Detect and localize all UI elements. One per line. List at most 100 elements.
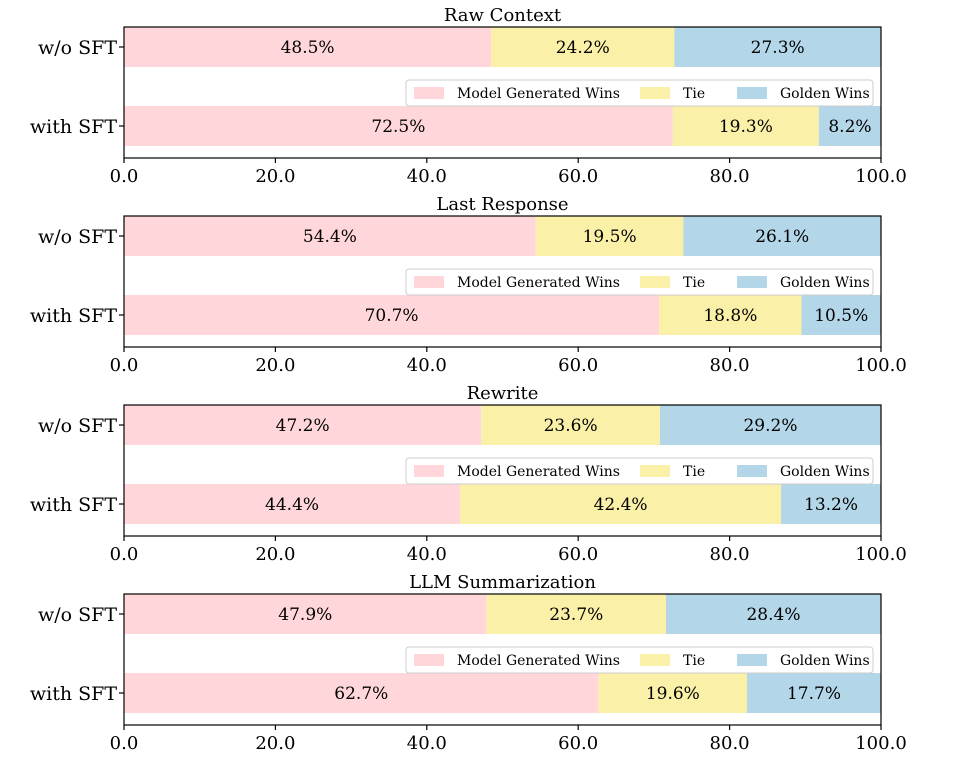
legend-swatch	[737, 465, 767, 477]
x-tick-label: 60.0	[558, 733, 598, 754]
x-tick-label: 100.0	[855, 166, 907, 187]
x-tick-label: 100.0	[855, 355, 907, 376]
bar-segment	[486, 594, 667, 634]
legend-label: Model Generated Wins	[457, 86, 620, 102]
chart-title: Last Response	[436, 194, 568, 215]
bar-value-label: 54.4%	[303, 227, 357, 247]
legend-swatch	[640, 87, 670, 99]
bar-value-label: 18.8%	[703, 306, 757, 326]
axes-frame	[123, 26, 882, 159]
chart-panel-0: Raw Context 48.5% 24.2% 27.3% w/o SFT 72.5% 19…	[30, 5, 907, 187]
bar-value-label: 28.4%	[746, 605, 800, 625]
x-tick-label: 20.0	[255, 733, 295, 754]
bar-segment	[491, 27, 675, 67]
bar-segment	[666, 594, 881, 634]
legend-label: Golden Wins	[780, 464, 870, 480]
y-tick-label: with SFT	[30, 683, 117, 705]
x-tick-label: 0.0	[110, 355, 139, 376]
bar-segment	[659, 405, 881, 445]
bar-value-label: 47.2%	[276, 416, 330, 436]
bar-value-label: 19.5%	[583, 227, 637, 247]
bar-value-label: 24.2%	[556, 38, 610, 58]
legend-swatch	[414, 465, 444, 477]
x-tick-label: 0.0	[110, 544, 139, 565]
x-tick-label: 40.0	[407, 166, 447, 187]
bar-segment	[535, 216, 684, 256]
legend-label: Model Generated Wins	[457, 275, 620, 291]
legend-label: Golden Wins	[780, 275, 870, 291]
bar-value-label: 48.5%	[281, 38, 335, 58]
x-tick-label: 80.0	[710, 544, 750, 565]
bar-value-label: 47.9%	[278, 605, 332, 625]
x-tick-label: 40.0	[407, 733, 447, 754]
x-tick-label: 40.0	[407, 355, 447, 376]
bar-value-label: 44.4%	[265, 495, 319, 515]
legend-label: Tie	[683, 86, 705, 102]
bar-segment	[747, 673, 881, 713]
bar-value-label: 42.4%	[594, 495, 648, 515]
legend-swatch	[737, 654, 767, 666]
bar-segment	[460, 484, 782, 524]
legend-swatch	[737, 87, 767, 99]
x-tick-label: 80.0	[710, 733, 750, 754]
chart-panel-3: LLM Summarization 47.9% 23.7% 28.4% w/o SFT 6…	[30, 572, 907, 754]
bar-segment	[124, 484, 461, 524]
bar-value-label: 13.2%	[804, 495, 858, 515]
bar-segment	[818, 106, 881, 146]
x-tick-label: 0.0	[110, 166, 139, 187]
x-tick-label: 40.0	[407, 544, 447, 565]
legend-label: Model Generated Wins	[457, 653, 620, 669]
x-tick-label: 60.0	[558, 355, 598, 376]
bar-segment	[124, 27, 492, 67]
bar-segment	[659, 295, 802, 335]
y-tick-label: with SFT	[30, 305, 117, 327]
x-tick-label: 60.0	[558, 544, 598, 565]
chart-panel-1: Last Response 54.4% 19.5% 26.1% w/o SFT 70.7%…	[30, 194, 907, 376]
bar-value-label: 23.7%	[549, 605, 603, 625]
x-tick-label: 100.0	[855, 733, 907, 754]
x-tick-label: 60.0	[558, 166, 598, 187]
x-tick-label: 0.0	[110, 733, 139, 754]
legend-label: Tie	[683, 464, 705, 480]
legend-box	[405, 457, 874, 485]
bar-value-label: 19.3%	[719, 117, 773, 137]
y-tick-label: w/o SFT	[38, 226, 117, 248]
bar-value-label: 70.7%	[365, 306, 419, 326]
legend-swatch	[414, 654, 444, 666]
legend-swatch	[414, 276, 444, 288]
bar-value-label: 17.7%	[787, 684, 841, 704]
bar-segment	[124, 673, 599, 713]
y-tick-label: with SFT	[30, 494, 117, 516]
bar-segment	[683, 216, 881, 256]
legend-label: Golden Wins	[780, 86, 870, 102]
x-tick-label: 80.0	[710, 166, 750, 187]
x-tick-label: 20.0	[255, 166, 295, 187]
bar-value-label: 23.6%	[544, 416, 598, 436]
legend: Model Generated Wins Tie Golden Wins	[405, 79, 874, 107]
legend-swatch	[737, 276, 767, 288]
legend-label: Tie	[683, 275, 705, 291]
chart-title: Rewrite	[467, 383, 539, 404]
y-tick-label: w/o SFT	[38, 37, 117, 59]
bar-segment	[481, 405, 660, 445]
bar-value-label: 19.6%	[646, 684, 700, 704]
legend-label: Tie	[683, 653, 705, 669]
bar-segment	[801, 295, 881, 335]
legend-box	[405, 268, 874, 296]
y-tick-label: w/o SFT	[38, 415, 117, 437]
bar-value-label: 10.5%	[814, 306, 868, 326]
legend-box	[405, 79, 874, 107]
bar-segment	[124, 405, 482, 445]
bar-value-label: 8.2%	[828, 117, 871, 137]
bar-segment	[674, 27, 881, 67]
bar-segment	[598, 673, 748, 713]
bar-segment	[124, 295, 660, 335]
bar-segment	[124, 594, 487, 634]
legend: Model Generated Wins Tie Golden Wins	[405, 268, 874, 296]
y-tick-label: w/o SFT	[38, 604, 117, 626]
x-tick-label: 100.0	[855, 544, 907, 565]
axes-frame	[123, 404, 882, 537]
bar-value-label: 72.5%	[371, 117, 425, 137]
legend-swatch	[640, 276, 670, 288]
